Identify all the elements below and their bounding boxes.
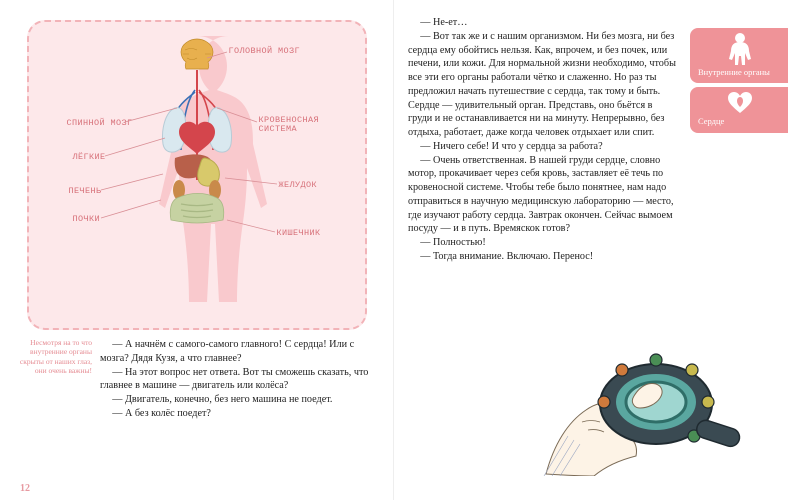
- label-intestine: КИШЕЧНИК: [277, 228, 321, 238]
- para: — Очень ответственная. В нашей груди сер…: [408, 154, 678, 237]
- page-right: — Не-ет… — Вот так же и с нашим организм…: [394, 0, 788, 500]
- label-kidneys: ПОЧКИ: [73, 214, 101, 224]
- side-tabs: Внутренние органы Сердце: [690, 28, 788, 133]
- book-spread: ГОЛОВНОЙ МОЗГ СПИННОЙ МОЗГ КРОВЕНОСНАЯ С…: [0, 0, 788, 500]
- tab-heart[interactable]: Сердце: [690, 87, 788, 132]
- para: — Двигатель, конечно, без него машина не…: [100, 393, 371, 407]
- device-illustration: [538, 326, 748, 476]
- label-liver: ПЕЧЕНЬ: [69, 186, 102, 196]
- page-number: 12: [20, 483, 30, 494]
- left-body-text: — А начнём с самого-самого главного! С с…: [100, 338, 371, 421]
- para: — А начнём с самого-самого главного! С с…: [100, 338, 371, 366]
- label-circ: КРОВЕНОСНАЯ СИСТЕМА: [259, 116, 329, 135]
- tab-label: Сердце: [698, 117, 782, 126]
- anatomy-diagram: ГОЛОВНОЙ МОЗГ СПИННОЙ МОЗГ КРОВЕНОСНАЯ С…: [27, 20, 367, 330]
- right-body-text: — Не-ет… — Вот так же и с нашим организм…: [408, 16, 678, 264]
- label-stomach: ЖЕЛУДОК: [279, 180, 318, 190]
- person-icon: [698, 32, 782, 66]
- tab-organs[interactable]: Внутренние органы: [690, 28, 788, 83]
- label-spinal: СПИННОЙ МОЗГ: [67, 118, 133, 128]
- para: — Тогда внимание. Включаю. Перенос!: [408, 250, 678, 264]
- para: — Вот так же и с нашим организмом. Ни бе…: [408, 30, 678, 140]
- body-illustration: [97, 30, 297, 320]
- page-left: ГОЛОВНОЙ МОЗГ СПИННОЙ МОЗГ КРОВЕНОСНАЯ С…: [0, 0, 394, 500]
- para: — А без колёс поедет?: [100, 407, 371, 421]
- label-lungs: ЛЁГКИЕ: [73, 152, 106, 162]
- para: — Не-ет…: [408, 16, 678, 30]
- heart-icon: [698, 91, 782, 115]
- para: — На этот вопрос нет ответа. Вот ты смож…: [100, 366, 371, 394]
- para: — Полностью!: [408, 236, 678, 250]
- para: — Ничего себе! И что у сердца за работа?: [408, 140, 678, 154]
- margin-note: Несмотря на то что внутренние органы скр…: [14, 338, 92, 376]
- label-brain: ГОЛОВНОЙ МОЗГ: [229, 46, 301, 56]
- tab-label: Внутренние органы: [698, 68, 782, 77]
